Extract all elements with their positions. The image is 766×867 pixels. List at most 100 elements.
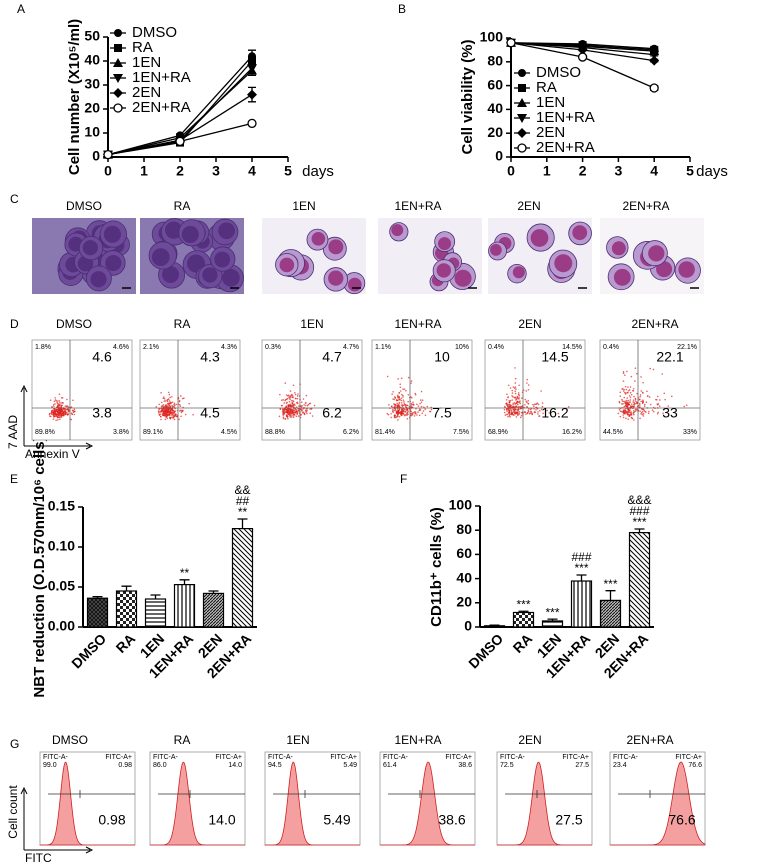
x-tick-label: DMSO <box>465 630 506 671</box>
event-dot <box>181 397 184 400</box>
micrograph <box>600 218 704 294</box>
event-dot <box>509 404 512 407</box>
event-dot <box>645 411 647 413</box>
event-dot <box>632 389 634 392</box>
event-dot <box>535 408 537 411</box>
event-dot <box>412 404 415 406</box>
event-dot <box>514 367 516 369</box>
event-dot <box>503 408 506 411</box>
x-tick-label: RA <box>113 630 139 656</box>
event-dot <box>421 399 424 401</box>
event-dot <box>68 410 70 413</box>
event-dot <box>171 412 174 414</box>
gate-pct: 0.98 <box>118 762 132 769</box>
gate <box>158 790 245 798</box>
event-dot <box>72 411 75 413</box>
event-dot <box>417 411 419 413</box>
event-dot <box>386 375 389 378</box>
event-dot <box>517 401 519 403</box>
event-dot <box>391 405 393 407</box>
event-dot <box>527 384 530 386</box>
event-dot <box>527 409 530 412</box>
event-dot <box>173 402 176 405</box>
event-dot <box>173 412 176 414</box>
point <box>175 136 185 147</box>
significance: &&& <box>627 493 651 507</box>
y-axis-label: 7 AAD <box>6 415 20 449</box>
event-dot <box>629 405 632 407</box>
event-dot <box>406 404 409 407</box>
panel-letter: D <box>10 317 19 331</box>
quadrant-value: 4.7 <box>322 349 342 365</box>
event-dot <box>400 412 403 415</box>
event-dot <box>282 408 285 411</box>
event-dot <box>163 400 166 402</box>
event-dot <box>65 413 68 416</box>
event-dot <box>295 402 298 404</box>
y-tick-label: 20 <box>487 124 503 140</box>
event-dot <box>305 411 307 413</box>
event-dot <box>392 390 394 393</box>
event-dot <box>626 370 628 373</box>
event-dot <box>73 408 76 411</box>
event-dot <box>627 399 630 402</box>
event-dot <box>64 410 67 412</box>
event-dot <box>629 409 631 411</box>
event-dot <box>513 409 516 412</box>
gate-pct: 5.49 <box>343 762 357 769</box>
event-dot <box>394 409 396 412</box>
event-dot <box>188 402 190 405</box>
event-dot <box>524 404 526 406</box>
event-dot <box>59 402 61 404</box>
significance: ## <box>236 494 250 508</box>
quadrant-pct: 88.8% <box>265 429 285 436</box>
event-dot <box>169 396 171 399</box>
event-dot <box>624 385 627 388</box>
event-dot <box>279 393 281 396</box>
event-dot <box>313 404 316 407</box>
event-dot <box>548 412 551 414</box>
y-tick-label: 0.10 <box>48 538 75 554</box>
nucleus <box>454 269 472 287</box>
event-dot <box>301 404 303 407</box>
event-dot <box>627 403 630 406</box>
event-dot <box>162 397 165 400</box>
event-dot <box>167 391 170 394</box>
event-dot <box>627 413 630 416</box>
event-dot <box>50 410 53 412</box>
event-dot <box>532 403 534 406</box>
event-dot <box>517 403 519 406</box>
event-dot <box>64 405 67 408</box>
event-dot <box>402 388 404 390</box>
event-dot <box>61 413 63 415</box>
event-dot <box>504 414 507 416</box>
error-bar <box>576 574 587 582</box>
event-dot <box>647 412 650 415</box>
event-dot <box>58 400 61 402</box>
plot-label: DMSO <box>56 317 92 331</box>
event-dot <box>404 403 407 406</box>
event-dot <box>171 416 173 418</box>
quadrant-value: 3.8 <box>92 405 112 421</box>
event-dot <box>400 401 403 404</box>
event-dot <box>430 408 433 411</box>
event-dot <box>306 412 308 415</box>
event-dot <box>305 408 308 410</box>
event-dot <box>630 375 633 378</box>
legend-marker <box>517 143 527 153</box>
micrograph <box>378 218 482 294</box>
event-dot <box>646 390 648 393</box>
event-dot <box>286 415 289 417</box>
event-dot <box>632 401 634 403</box>
event-dot <box>164 418 167 421</box>
event-dot <box>633 410 636 413</box>
event-dot <box>511 392 514 394</box>
event-dot <box>419 399 422 401</box>
event-dot <box>396 399 399 402</box>
event-dot <box>292 384 295 387</box>
event-dot <box>517 409 519 412</box>
event-dot <box>58 410 61 412</box>
event-dot <box>62 402 64 404</box>
gate-name: FITC-A- <box>268 754 294 761</box>
event-dot <box>163 397 166 400</box>
